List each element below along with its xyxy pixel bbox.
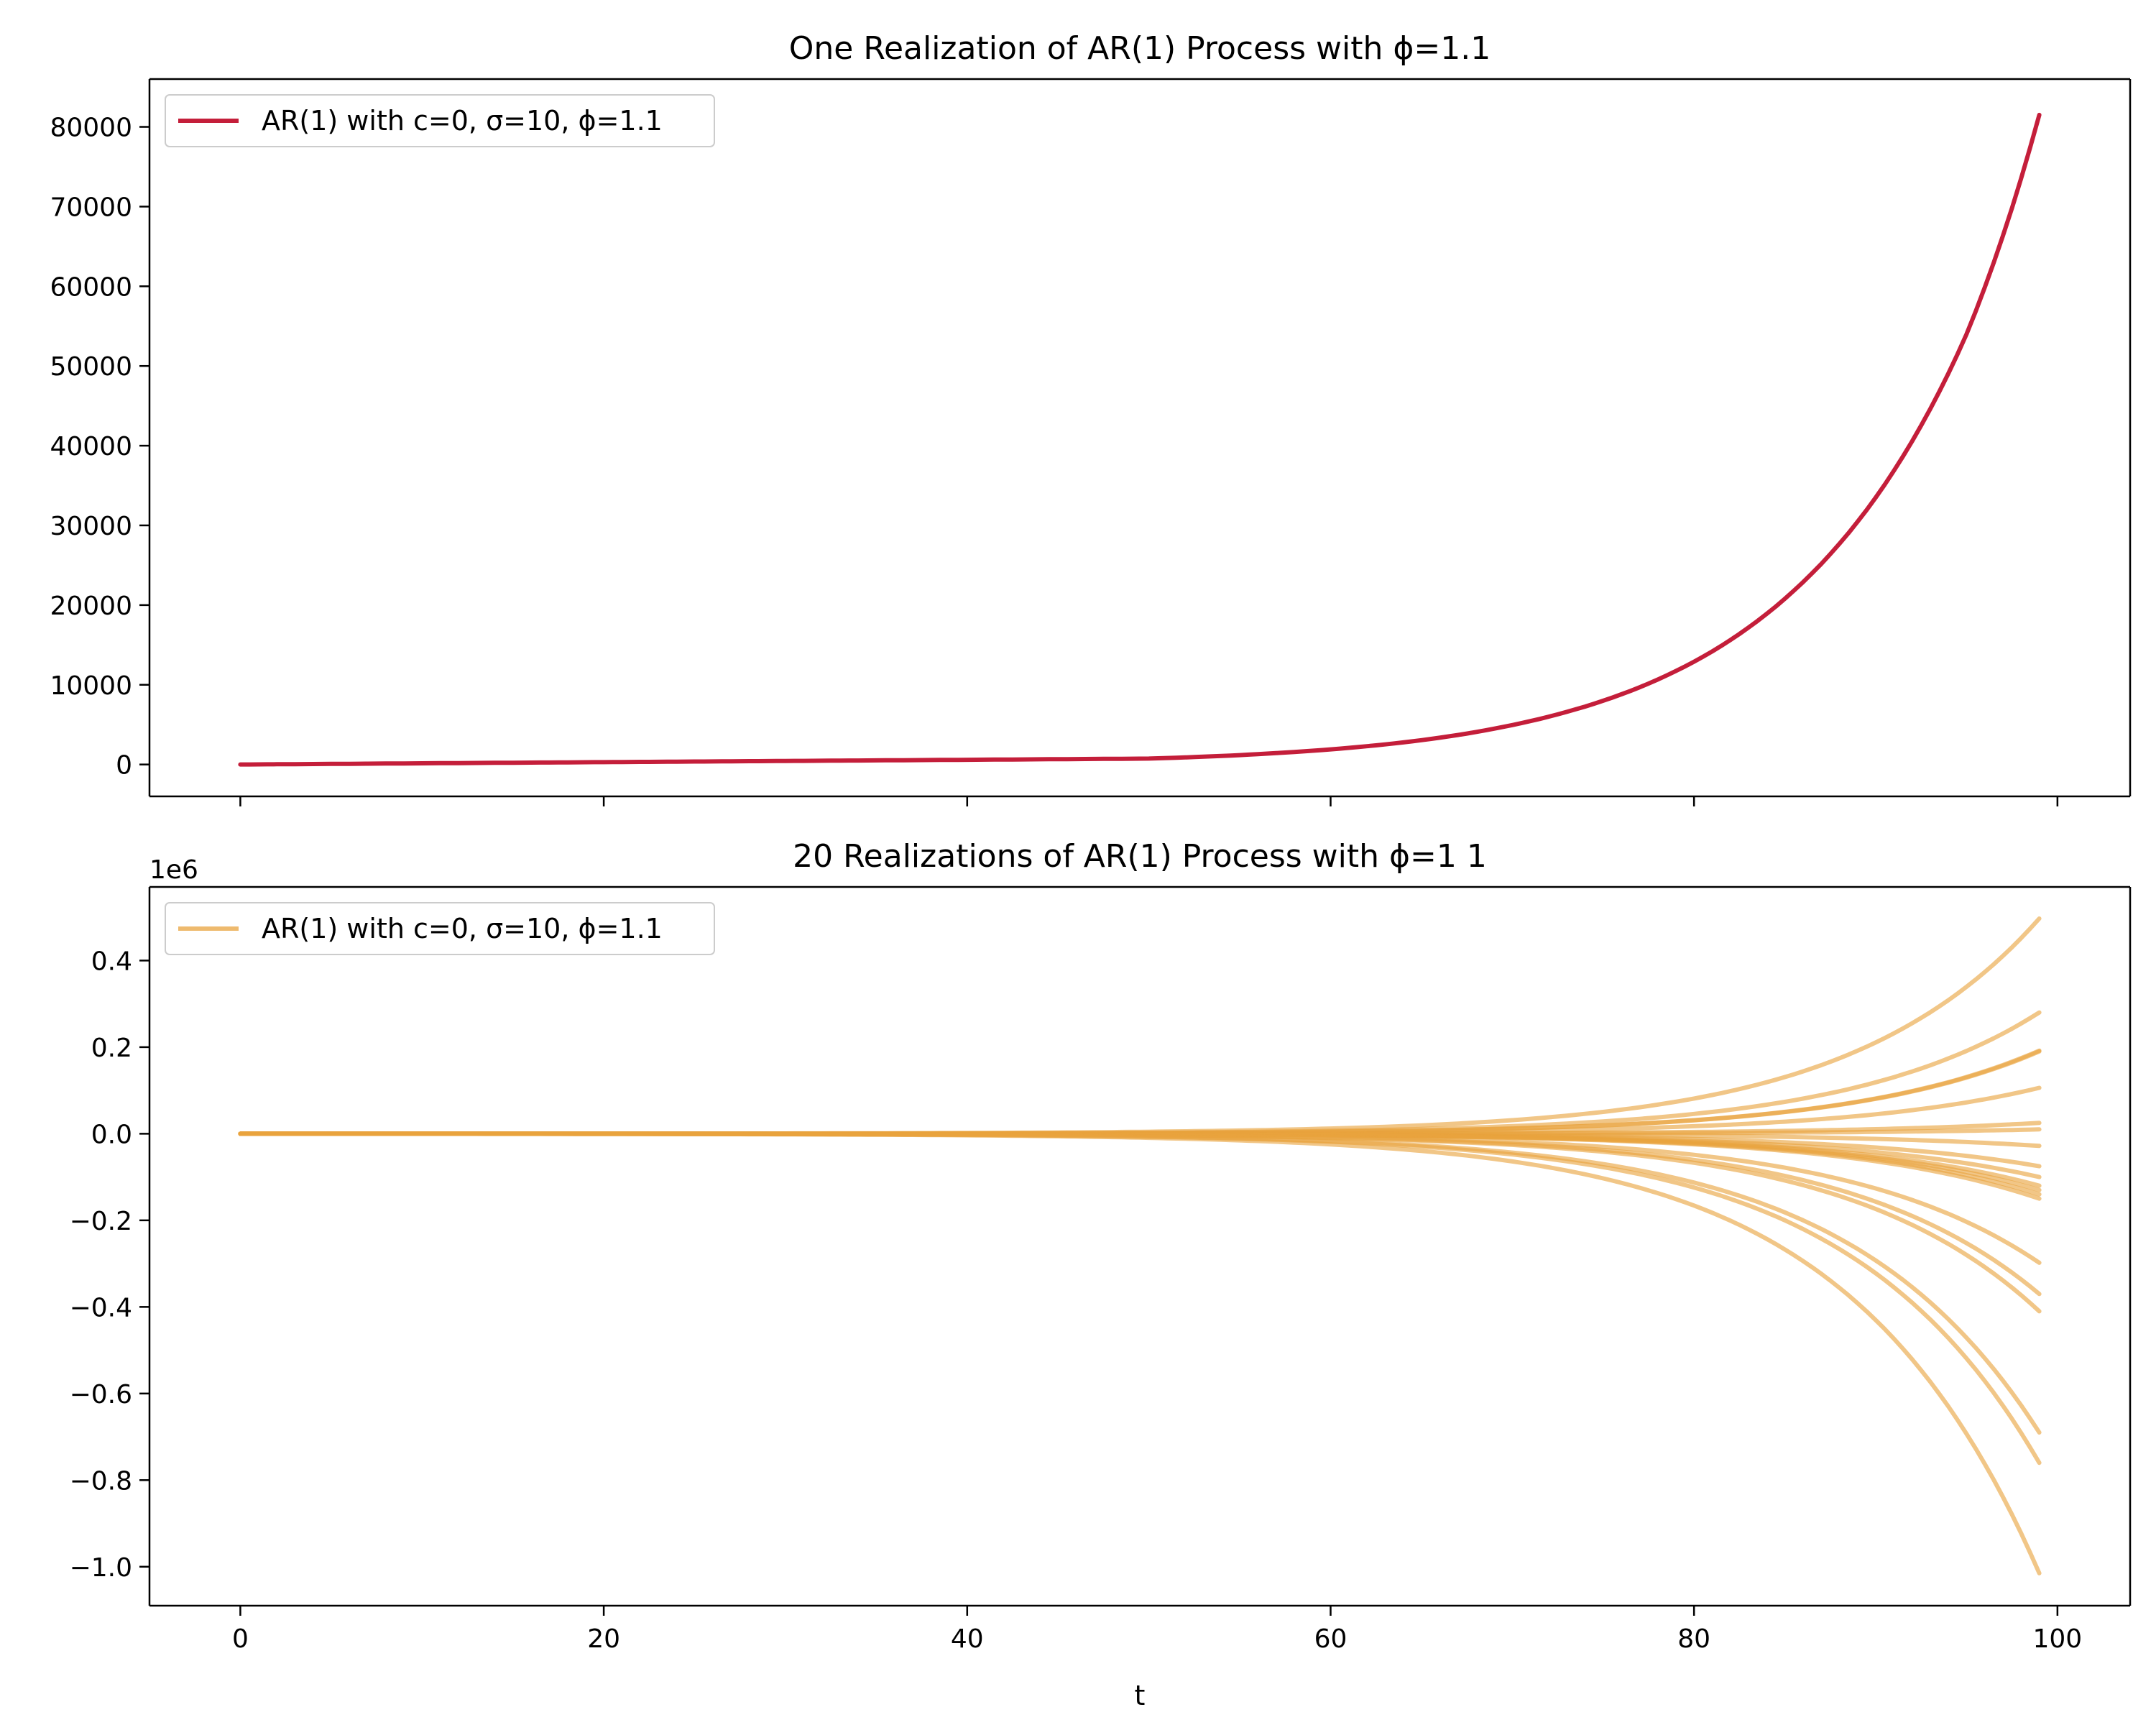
top-y-tick-label: 10000 xyxy=(50,671,132,701)
bottom-legend-box xyxy=(165,902,715,955)
bottom-series-group xyxy=(238,916,2042,1576)
bottom-y-tick-label: 0.4 xyxy=(91,947,132,976)
top-y-tick-label: 50000 xyxy=(50,352,132,382)
top-series-group xyxy=(238,112,2042,767)
bottom-chart-panel: 20 Realizations of AR(1) Process with ϕ=… xyxy=(70,838,2132,1711)
top-chart-panel: One Realization of AR(1) Process with ϕ=… xyxy=(50,30,2132,806)
top-legend-box xyxy=(165,94,715,147)
top-y-tick-label: 70000 xyxy=(50,193,132,222)
top-series-line xyxy=(238,112,2042,767)
top-legend: AR(1) with c=0, σ=10, ϕ=1.1 xyxy=(165,94,715,147)
top-y-tick-label: 20000 xyxy=(50,592,132,621)
bottom-x-tick-label: 60 xyxy=(1314,1624,1348,1654)
bottom-y-offset-label: 1e6 xyxy=(149,855,198,885)
bottom-spines xyxy=(148,886,2132,1607)
bottom-legend-label: AR(1) with c=0, σ=10, ϕ=1.1 xyxy=(262,913,663,944)
top-chart-title: One Realization of AR(1) Process with ϕ=… xyxy=(789,30,1491,67)
bottom-chart-title: 20 Realizations of AR(1) Process with ϕ=… xyxy=(793,838,1487,875)
top-y-tick-label: 60000 xyxy=(50,272,132,302)
bottom-y-tick-label: 0.0 xyxy=(91,1120,132,1149)
bottom-y-tick-label: −0.8 xyxy=(70,1466,132,1496)
bottom-y-tick-label: −0.6 xyxy=(70,1380,132,1409)
bottom-y-tick-label: −1.0 xyxy=(70,1553,132,1583)
top-legend-label: AR(1) with c=0, σ=10, ϕ=1.1 xyxy=(262,105,663,137)
bottom-x-tick-label: 20 xyxy=(587,1624,620,1654)
top-y-tick-label: 80000 xyxy=(50,114,132,143)
bottom-y-tick-label: −0.2 xyxy=(70,1207,132,1236)
top-y-tick-label: 30000 xyxy=(50,512,132,541)
top-y-tick-label: 0 xyxy=(116,751,132,781)
bottom-x-axis-label: t xyxy=(1135,1680,1146,1711)
bottom-x-tick-label: 40 xyxy=(951,1624,984,1654)
top-axis-ticks: 0 10000 20000 30000 40000 50000 60000 70000 8000… xyxy=(50,114,2059,806)
bottom-y-tick-label: −0.4 xyxy=(70,1293,132,1322)
top-spines xyxy=(148,78,2132,798)
bottom-legend: AR(1) with c=0, σ=10, ϕ=1.1 xyxy=(165,902,715,955)
bottom-axis-ticks: 0 20 40 60 80 100 0.4 0.2 0.0 −0.2 −0.4 −0.6 −0.8 −1.… xyxy=(70,947,2083,1654)
bottom-x-tick-label: 0 xyxy=(232,1624,249,1654)
top-y-tick-label: 40000 xyxy=(50,432,132,461)
bottom-y-tick-label: 0.2 xyxy=(91,1034,132,1063)
bottom-x-tick-label: 80 xyxy=(1677,1624,1710,1654)
bottom-realization-line xyxy=(238,1131,2042,1576)
bottom-x-tick-label: 100 xyxy=(2033,1624,2083,1654)
